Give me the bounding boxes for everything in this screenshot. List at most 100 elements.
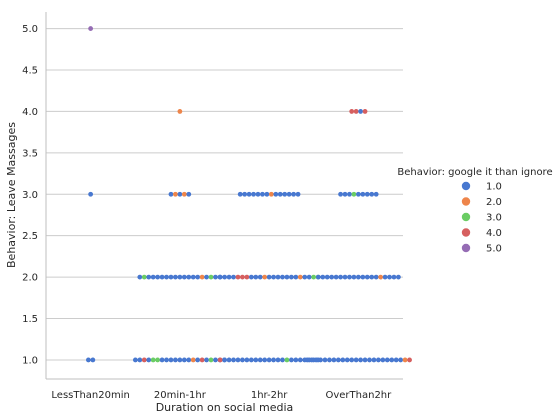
data-point	[209, 275, 214, 280]
data-point	[287, 192, 292, 197]
data-point	[169, 275, 174, 280]
data-point	[258, 358, 263, 363]
data-point	[298, 275, 303, 280]
data-point	[260, 192, 265, 197]
data-point	[169, 192, 174, 197]
data-point	[133, 358, 138, 363]
x-tick-label: LessThan20min	[51, 390, 129, 401]
data-point	[352, 275, 357, 280]
data-point	[262, 358, 267, 363]
data-point	[374, 192, 379, 197]
data-point	[271, 275, 276, 280]
data-point	[182, 192, 187, 197]
data-point	[376, 358, 381, 363]
data-point	[334, 275, 339, 280]
data-point	[251, 192, 256, 197]
data-point	[186, 192, 191, 197]
data-point	[407, 358, 412, 363]
data-point	[182, 358, 187, 363]
data-point	[372, 358, 377, 363]
data-point	[240, 275, 245, 280]
data-point	[320, 275, 325, 280]
data-point	[360, 192, 365, 197]
data-point	[236, 275, 241, 280]
data-point	[349, 358, 354, 363]
data-point	[236, 358, 241, 363]
y-tick-label: 3.0	[22, 190, 38, 201]
x-tick-label: OverThan2hr	[325, 390, 392, 401]
data-point	[213, 275, 218, 280]
data-point	[151, 275, 156, 280]
data-point	[396, 275, 401, 280]
data-point	[267, 275, 272, 280]
data-point	[354, 358, 359, 363]
data-point	[365, 192, 370, 197]
data-point	[291, 192, 296, 197]
data-point	[340, 358, 345, 363]
data-point	[332, 358, 337, 363]
data-point	[209, 358, 214, 363]
legend-marker	[462, 228, 470, 236]
legend-marker	[462, 213, 470, 221]
data-point	[173, 358, 178, 363]
data-point	[222, 358, 227, 363]
y-tick-label: 4.5	[22, 65, 38, 76]
legend-label: 2.0	[486, 197, 502, 208]
data-point	[160, 275, 165, 280]
data-point	[164, 275, 169, 280]
data-point	[244, 275, 249, 280]
data-point	[325, 275, 330, 280]
data-point	[258, 275, 263, 280]
legend: Behavior: google it than ignore 1.0 2.0 3.…	[397, 167, 552, 255]
data-point	[253, 275, 258, 280]
data-point	[137, 358, 142, 363]
data-point	[358, 109, 363, 114]
data-point	[374, 275, 379, 280]
data-point	[242, 192, 247, 197]
legend-marker	[462, 197, 470, 205]
y-tick-label: 2.5	[22, 231, 38, 242]
data-point	[289, 358, 294, 363]
data-point	[302, 275, 307, 280]
data-point	[343, 275, 348, 280]
data-point	[305, 358, 310, 363]
data-point	[142, 358, 147, 363]
data-point	[249, 358, 254, 363]
data-point	[269, 192, 274, 197]
data-point	[323, 358, 328, 363]
data-point	[318, 358, 323, 363]
data-point	[213, 358, 218, 363]
data-point	[363, 358, 368, 363]
data-point	[271, 358, 276, 363]
data-point	[88, 26, 93, 31]
data-point	[186, 358, 191, 363]
data-point	[186, 275, 191, 280]
data-point	[88, 192, 93, 197]
data-point	[316, 275, 321, 280]
data-point	[398, 358, 403, 363]
data-point	[151, 358, 156, 363]
data-point	[327, 358, 332, 363]
data-point	[256, 192, 261, 197]
data-point	[146, 358, 151, 363]
data-point	[383, 275, 388, 280]
data-point	[244, 358, 249, 363]
data-point	[191, 275, 196, 280]
data-point	[387, 275, 392, 280]
data-point	[240, 358, 245, 363]
data-point	[356, 275, 361, 280]
data-point	[352, 192, 357, 197]
data-point	[298, 358, 303, 363]
data-point	[289, 275, 294, 280]
data-point	[345, 358, 350, 363]
data-point	[195, 275, 200, 280]
data-point	[227, 275, 232, 280]
data-point	[285, 275, 290, 280]
data-point	[169, 358, 174, 363]
data-point	[347, 275, 352, 280]
data-point	[311, 275, 316, 280]
y-tick-label: 4.0	[22, 107, 38, 118]
data-point	[173, 275, 178, 280]
data-point	[293, 358, 298, 363]
